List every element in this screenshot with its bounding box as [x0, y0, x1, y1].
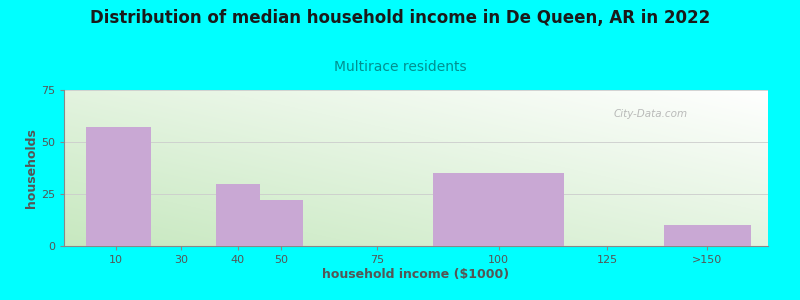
Bar [664, 225, 750, 246]
Text: Multirace residents: Multirace residents [334, 60, 466, 74]
Text: Distribution of median household income in De Queen, AR in 2022: Distribution of median household income … [90, 9, 710, 27]
Bar [434, 173, 564, 246]
X-axis label: household income ($1000): household income ($1000) [322, 268, 510, 281]
Bar [86, 128, 151, 246]
Text: City-Data.com: City-Data.com [613, 109, 687, 119]
Bar [216, 184, 259, 246]
Y-axis label: households: households [25, 128, 38, 208]
Bar [259, 200, 303, 246]
